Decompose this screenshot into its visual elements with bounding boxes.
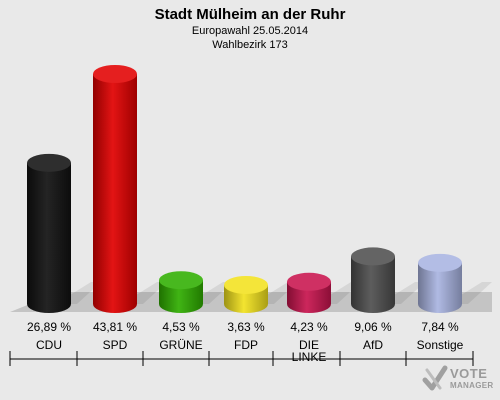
value-label-spd: 43,81 % xyxy=(93,320,137,334)
bar-body-gr-ne xyxy=(159,280,203,313)
logo-text-vote: VOTE xyxy=(450,366,488,381)
bar-body-sonstige xyxy=(418,262,462,313)
logo-text-manager: MANAGER xyxy=(450,381,494,390)
bar-top-fdp xyxy=(224,275,268,294)
value-label-die-linke: 4,23 % xyxy=(290,320,328,334)
bar-fdp xyxy=(224,275,268,313)
bar-body-die-linke xyxy=(287,281,331,313)
chart-header: Stadt Mülheim an der Ruhr Europawahl 25.… xyxy=(0,6,500,52)
bar-gr-ne xyxy=(159,271,203,313)
bar-spd xyxy=(93,65,137,313)
chart-subtitle-election: Europawahl 25.05.2014 xyxy=(191,25,309,37)
category-label-sonstige: Sonstige xyxy=(417,338,464,352)
value-label-sonstige: 7,84 % xyxy=(421,320,459,334)
bar-sonstige xyxy=(418,253,462,313)
bar-body-spd xyxy=(93,74,137,313)
bar-cdu xyxy=(27,153,71,313)
value-label-afd: 9,06 % xyxy=(354,320,392,334)
category-labels: CDU SPD GRÜNE FDP DIE LINKE AfD Sonstige xyxy=(36,338,464,364)
bar-top-spd xyxy=(93,65,137,83)
bars xyxy=(27,65,462,313)
category-label-afd: AfD xyxy=(363,338,383,352)
value-labels: 26,89 % 43,81 % 4,53 % 3,63 % 4,23 % 9,06 % 7,… xyxy=(27,320,459,334)
value-label-cdu: 26,89 % xyxy=(27,320,71,334)
chart-title: Stadt Mülheim an der Ruhr xyxy=(154,6,346,23)
category-label-cdu: CDU xyxy=(36,338,62,352)
category-axis xyxy=(9,351,474,366)
bar-body-afd xyxy=(351,256,395,313)
category-label-fdp: FDP xyxy=(234,338,258,352)
value-label-gr-ne: 4,53 % xyxy=(162,320,200,334)
vote-manager-check-icon xyxy=(422,365,448,391)
bar-die-linke xyxy=(287,272,331,313)
bar-top-sonstige xyxy=(418,253,462,272)
category-label-spd: SPD xyxy=(103,338,128,352)
value-label-fdp: 3,63 % xyxy=(227,320,265,334)
bar-top-gr-ne xyxy=(159,271,203,290)
chart-subtitle-district: Wahlbezirk 173 xyxy=(212,39,288,51)
vote-manager-logo: VOTE MANAGER xyxy=(422,364,496,396)
category-label-gr-ne: GRÜNE xyxy=(159,338,202,352)
bar-afd xyxy=(351,247,395,313)
category-label-die-linke: DIE LINKE xyxy=(292,338,327,364)
bar-body-cdu xyxy=(27,162,71,313)
bar-top-cdu xyxy=(27,153,71,172)
bar-top-die-linke xyxy=(287,272,331,291)
bar-top-afd xyxy=(351,247,395,266)
